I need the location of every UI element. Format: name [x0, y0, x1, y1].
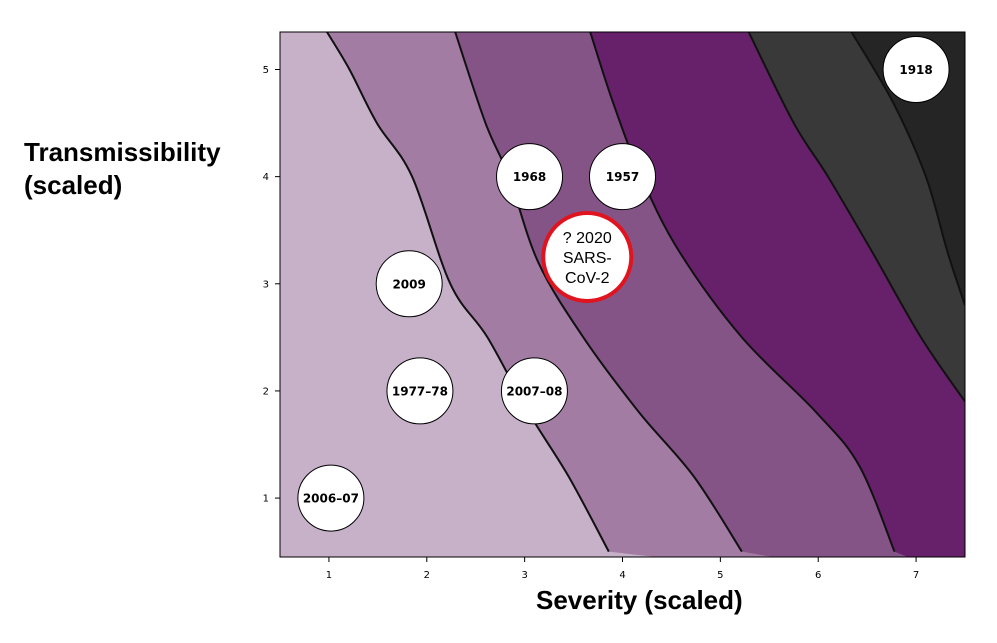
x-tick-label: 3 [521, 570, 527, 581]
pandemic-point-label: 2006–07 [303, 492, 359, 506]
x-tick-label: 6 [815, 570, 821, 581]
zone-boundary-line-4 [747, 32, 965, 403]
y-axis-label: Transmissibility (scaled) [24, 137, 221, 200]
pandemic-point-label: 2007–08 [506, 384, 562, 398]
x-tick-label: 5 [717, 570, 723, 581]
sars-cov-2-label-line: SARS- [563, 250, 612, 267]
pandemic-point-label: 1977–78 [392, 384, 448, 398]
pandemic-point-2006–07 [297, 464, 365, 532]
pandemic-point-label: 1918 [899, 63, 932, 77]
pandemic-point-2009 [375, 250, 443, 318]
pandemic-point-label: 2009 [392, 277, 425, 291]
pandemic-point-label: 1968 [513, 170, 546, 184]
pandemic-point-2007–08 [500, 357, 568, 425]
severity-zone-6 [851, 32, 965, 306]
zone-boundary-line-1 [326, 32, 610, 553]
pandemic-point-label: 1957 [606, 170, 639, 184]
y-tick-label: 1 [263, 494, 269, 505]
pandemic-point-1957 [589, 143, 656, 211]
x-tick-label: 2 [424, 570, 430, 581]
y-tick-label: 4 [263, 172, 269, 183]
zone-boundary-line-3 [589, 32, 896, 552]
pandemic-point-1968 [496, 143, 564, 211]
zone-boundary-line-2 [454, 32, 743, 553]
x-tick-label: 1 [326, 570, 332, 581]
sars-cov-2-label-line: CoV-2 [565, 270, 610, 287]
x-axis-label: Severity (scaled) [536, 585, 743, 615]
pandemic-point-1918 [882, 36, 950, 103]
y-tick-label: 5 [263, 65, 269, 76]
sars-cov-2-label-line: ? 2020 [563, 230, 612, 247]
y-tick-label: 2 [263, 386, 269, 397]
sars-cov-2-point [541, 211, 634, 303]
x-tick-label: 4 [619, 570, 625, 581]
pandemic-point-1977–78 [386, 357, 454, 425]
y-tick-label: 3 [263, 279, 269, 290]
zone-boundary-line-5 [850, 32, 965, 306]
x-tick-label: 7 [913, 570, 919, 581]
